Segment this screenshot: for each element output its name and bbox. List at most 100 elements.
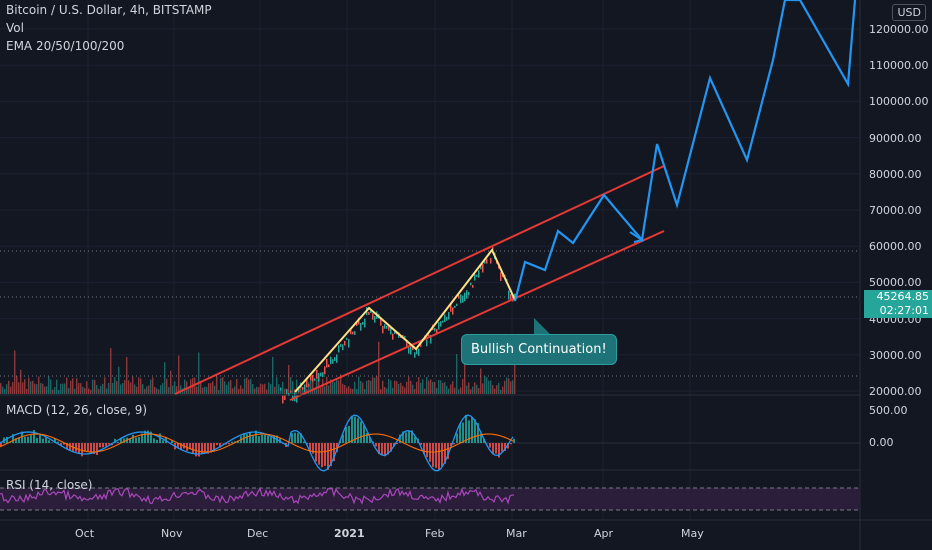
volume-bar [404, 387, 406, 394]
macd-bar [504, 443, 506, 451]
price-candle [320, 372, 322, 377]
price-candle [458, 295, 460, 299]
volume-bar [392, 387, 394, 394]
macd-bar [57, 441, 59, 443]
macd-bar [507, 443, 509, 449]
volume-bar [394, 380, 396, 394]
volume-bar [158, 389, 160, 394]
price-candle [338, 345, 340, 353]
volume-bar [378, 341, 380, 394]
volume-bar [460, 387, 462, 394]
macd-bar [162, 440, 164, 443]
time-label: Oct [75, 527, 95, 540]
volume-bar [142, 384, 144, 394]
price-candle [342, 344, 344, 351]
price-candle [452, 307, 454, 315]
macd-bar [261, 434, 263, 443]
macd-bar [264, 434, 266, 443]
macd-legend[interactable]: MACD (12, 26, close, 9) [6, 403, 148, 417]
volume-bar [350, 388, 352, 394]
volume-bar [506, 377, 508, 394]
macd-bar [306, 443, 308, 445]
price-tick: 120000.00 [869, 23, 929, 36]
macd-bar [63, 443, 65, 445]
volume-bar [452, 381, 454, 394]
price-candle [440, 321, 442, 327]
price-candle [388, 325, 390, 331]
macd-bar [309, 443, 311, 452]
volume-bar [306, 388, 308, 394]
volume-bar [382, 380, 384, 394]
macd-bar [402, 431, 404, 443]
symbol-title[interactable]: Bitcoin / U.S. Dollar, 4h, BITSTAMP [6, 3, 212, 17]
macd-bar [459, 423, 461, 443]
volume-bar [212, 381, 214, 394]
price-candle [462, 295, 464, 303]
pattern-zigzag[interactable] [294, 248, 516, 393]
macd-bar [102, 443, 104, 448]
macd-bar [246, 434, 248, 443]
macd-bar [189, 443, 191, 449]
macd-bar [78, 443, 80, 454]
macd-bar [501, 443, 503, 452]
volume-bar [418, 377, 420, 394]
volume-bar [12, 382, 14, 394]
volume-bar [184, 379, 186, 394]
price-candle [286, 389, 288, 395]
macd-bar [33, 430, 35, 443]
volume-bar [338, 380, 340, 394]
volume-bar [364, 389, 366, 394]
macd-bar [87, 443, 89, 452]
volume-bar [202, 387, 204, 394]
volume-bar [34, 383, 36, 394]
price-candle [512, 293, 514, 302]
volume-bar [80, 383, 82, 394]
ema-legend[interactable]: EMA 20/50/100/200 [6, 39, 125, 53]
volume-bar [234, 386, 236, 394]
volume-bar [244, 378, 246, 394]
price-candle [390, 326, 392, 335]
macd-bar [69, 443, 71, 451]
price-candle [368, 311, 370, 315]
volume-bar [480, 368, 482, 394]
price-candle [510, 294, 512, 302]
volume-bar [464, 355, 466, 394]
price-candle [442, 320, 444, 323]
volume-bar [272, 356, 274, 394]
price-tick: 20000.00 [869, 385, 922, 398]
volume-bar [0, 383, 2, 394]
macd-bar [96, 443, 98, 455]
currency-button[interactable]: USD [892, 4, 926, 21]
price-candle [450, 304, 452, 312]
volume-bar [344, 384, 346, 394]
price-candle [392, 333, 394, 340]
volume-bar [494, 388, 496, 394]
volume-bar [156, 388, 158, 394]
price-candle [434, 328, 436, 332]
volume-bar [260, 383, 262, 394]
macd-bar [318, 443, 320, 465]
macd-bar [489, 443, 491, 448]
projection-path[interactable] [513, 0, 857, 302]
macd-bar [444, 443, 446, 464]
price-candle [476, 274, 478, 277]
volume-legend[interactable]: Vol [6, 21, 24, 35]
price-candle [386, 325, 388, 329]
macd-bar [39, 434, 41, 443]
macd-bar [294, 432, 296, 443]
volume-bar [208, 383, 210, 394]
rsi-legend[interactable]: RSI (14, close) [6, 478, 93, 492]
time-label: Apr [594, 527, 614, 540]
macd-bar [60, 443, 62, 446]
price-candle [310, 374, 312, 381]
channel-lower-line[interactable] [289, 230, 665, 401]
price-candle [456, 303, 458, 306]
macd-bar [123, 438, 125, 443]
volume-bar [162, 383, 164, 394]
bullish-callout[interactable]: Bullish Continuation! [461, 334, 617, 365]
volume-bar [380, 389, 382, 394]
channel-upper-line[interactable] [174, 165, 665, 395]
macd-line [0, 414, 514, 472]
price-candle [370, 309, 372, 314]
